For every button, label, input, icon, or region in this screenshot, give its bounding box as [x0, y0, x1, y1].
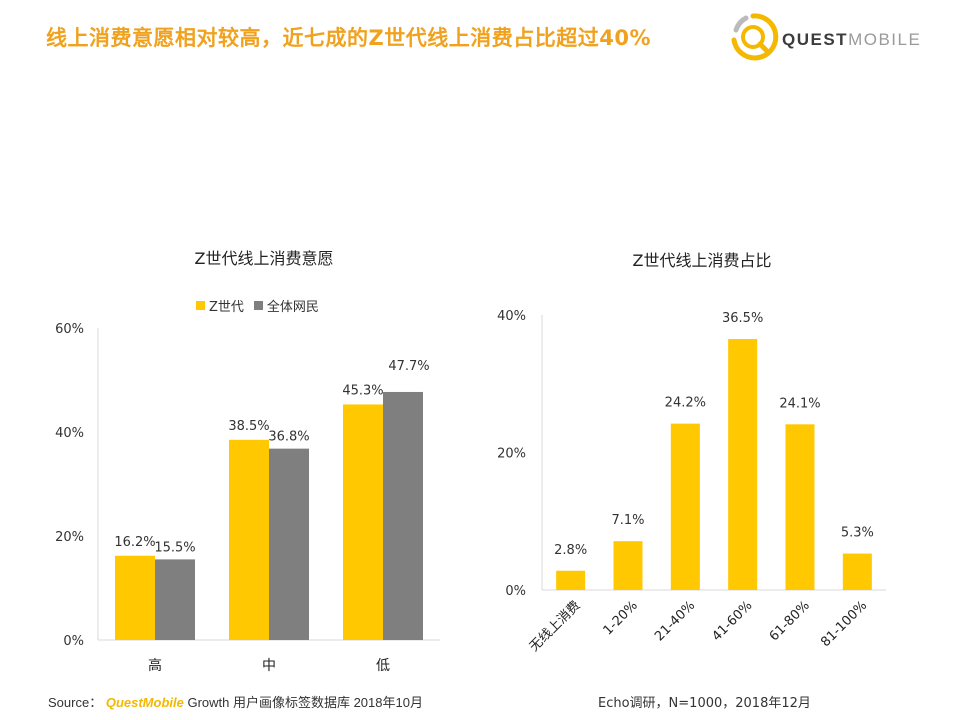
chart-left-title: Z世代线上消费意愿 [194, 249, 334, 268]
data-label: 47.7% [388, 359, 429, 374]
data-label: 15.5% [154, 540, 195, 555]
footer-survey-note: Echo调研，N=1000，2018年12月 [598, 696, 811, 711]
legend-item-series-1: Z世代 [196, 296, 244, 315]
questmobile-logo-icon [731, 13, 779, 61]
bar [728, 339, 758, 590]
bar [613, 541, 643, 590]
footer-source: Source： QuestMobile Growth 用户画像标签数据库 201… [48, 692, 423, 711]
data-label: 24.2% [665, 396, 706, 411]
legend-swatch [253, 301, 263, 310]
chart-right-title: Z世代线上消费占比 [632, 251, 772, 270]
x-tick-label: 61-80% [767, 598, 813, 644]
bar [229, 439, 269, 640]
y-tick-label: 20% [55, 530, 84, 545]
x-tick-label: 41-60% [709, 598, 755, 644]
bar [343, 404, 383, 640]
data-label: 16.2% [114, 535, 155, 550]
legend-label: Z世代 [209, 300, 244, 315]
bar [785, 424, 815, 590]
footer-source-label: Source： [48, 695, 103, 710]
chart-right-plot: 0% 20% 40% 2.8% 无线上消费 7.1% 1-20% 24.2% 21-40% 36.… [497, 309, 886, 655]
y-tick-label: 20% [497, 447, 526, 462]
brand-logo: QUESTMOBILE [726, 10, 926, 64]
footer-source-brand: QuestMobile [105, 695, 184, 710]
y-tick-label: 40% [497, 309, 526, 324]
x-tick-label: 中 [262, 658, 276, 674]
x-tick-label: 81-100% [818, 598, 870, 650]
data-label: 36.8% [268, 430, 309, 445]
x-tick-label: 低 [376, 658, 390, 674]
legend-label: 全体网民 [266, 300, 319, 315]
chart-left-plot: 0% 20% 40% 60% 16.2%15.5% 高 38.5%36.8% 中 45.3% 47… [55, 322, 440, 674]
bar [155, 559, 195, 640]
data-label: 24.1% [779, 396, 820, 411]
bar [115, 555, 155, 640]
y-tick-label: 40% [55, 426, 84, 441]
x-tick-label: 高 [148, 657, 162, 674]
y-tick-label: 0% [505, 584, 526, 599]
data-label: 45.3% [342, 383, 383, 398]
data-label: 7.1% [611, 513, 644, 528]
x-tick-label: 1-20% [601, 598, 641, 638]
x-tick-label: 无线上消费 [527, 598, 584, 655]
page-headline: 线上消费意愿相对较高，近七成的Z世代线上消费占比超过40% [46, 26, 651, 50]
data-label: 5.3% [841, 526, 874, 541]
bar [670, 423, 700, 590]
data-label: 36.5% [722, 311, 763, 326]
data-label: 2.8% [554, 543, 587, 558]
bar [842, 553, 872, 590]
data-label: 38.5% [228, 419, 269, 434]
y-tick-label: 0% [63, 634, 84, 649]
x-tick-label: 21-40% [652, 598, 698, 644]
y-tick-label: 60% [55, 322, 84, 337]
chart-left-legend: Z世代 全体网民 [196, 296, 319, 315]
bar [269, 448, 309, 640]
footer-source-rest: Growth 用户画像标签数据库 2018年10月 [183, 695, 423, 710]
legend-item-series-2: 全体网民 [253, 296, 319, 315]
bar [556, 570, 586, 590]
legend-swatch [196, 301, 205, 310]
bar [383, 391, 423, 640]
brand-wordmark: QUESTMOBILE [782, 30, 922, 49]
